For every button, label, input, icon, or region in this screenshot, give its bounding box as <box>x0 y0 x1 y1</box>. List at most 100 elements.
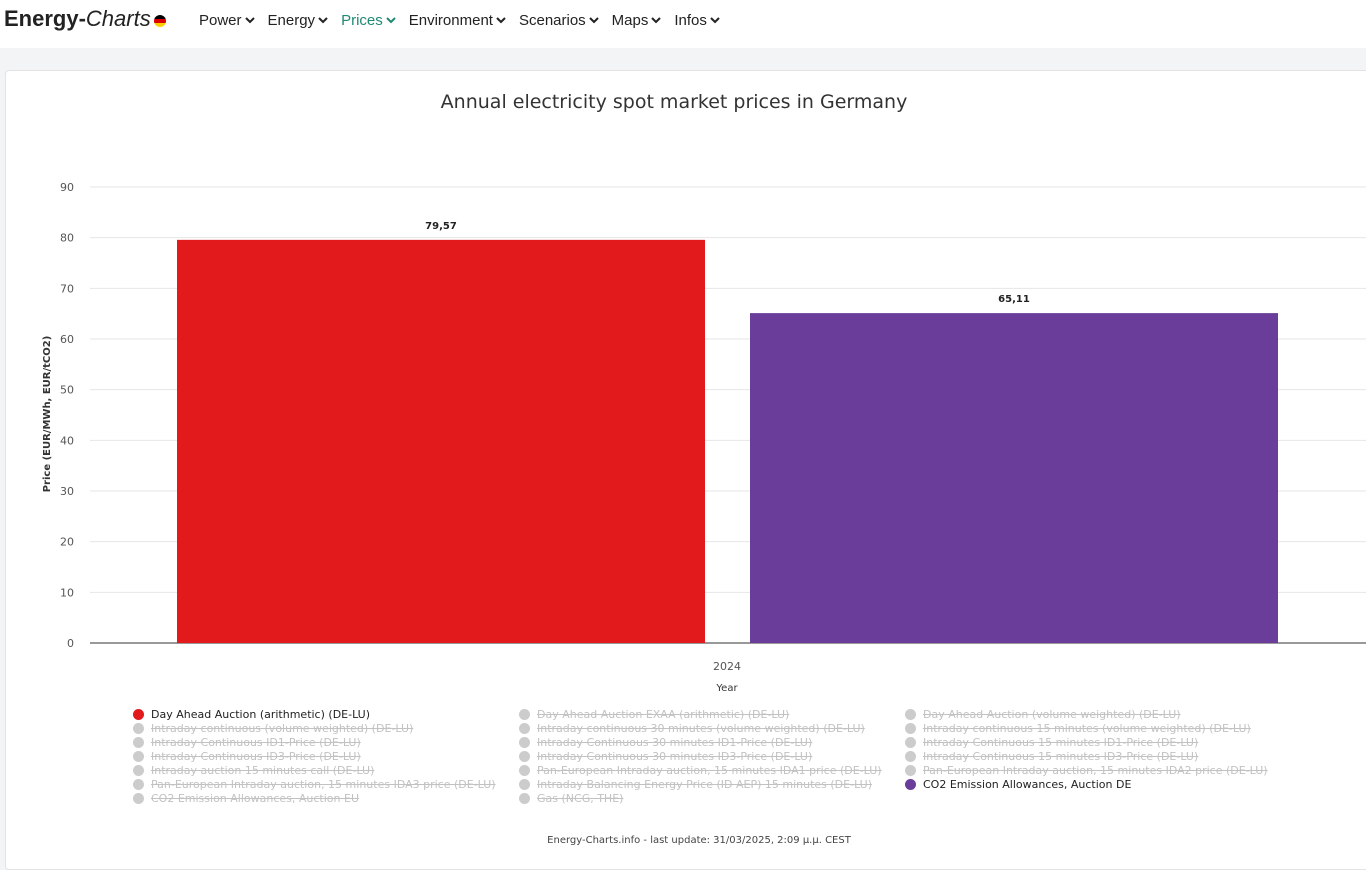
chevron-down-icon <box>244 16 255 23</box>
nav-energy-label: Energy <box>267 11 316 29</box>
bar-chart: 0 10 20 30 40 50 60 70 80 90 79,57 65,11 Price (EU… <box>42 181 1366 694</box>
bar[interactable] <box>750 313 1278 643</box>
legend-label: Intraday Continuous ID3-Price (DE-LU) <box>151 749 361 763</box>
legend-item[interactable]: Day Ahead Auction (arithmetic) (DE-LU) <box>133 707 519 721</box>
legend-label: Day Ahead Auction (volume weighted) (DE-… <box>923 707 1181 721</box>
y-axis-title: Price (EUR/MWh, EUR/tCO2) <box>42 336 53 493</box>
y-tick-label: 20 <box>60 536 74 549</box>
legend-item[interactable]: Intraday Continuous 15 minutes ID1-Price… <box>905 735 1313 749</box>
legend-item[interactable]: Intraday Continuous 15 minutes ID3-Price… <box>905 749 1313 763</box>
bar[interactable] <box>177 239 705 643</box>
y-tick-label: 70 <box>60 282 74 295</box>
legend-item[interactable]: Intraday Balancing Energy Price (ID AEP)… <box>519 777 905 791</box>
legend-dot-icon <box>133 722 144 734</box>
legend-label: Intraday Continuous 30 minutes ID1-Price… <box>537 735 813 749</box>
chart-title: Annual electricity spot market prices in… <box>440 91 908 113</box>
legend-dot-icon <box>905 708 916 720</box>
legend-item[interactable]: Intraday Continuous 30 minutes ID3-Price… <box>519 749 905 763</box>
y-tick-label: 80 <box>60 232 74 245</box>
last-update-footer: Energy-Charts.info - last update: 31/03/… <box>547 835 851 846</box>
legend-item[interactable]: Pan-European Intraday auction, 15 minute… <box>519 763 905 777</box>
logo-text-bold: Energy- <box>4 6 86 31</box>
legend-label: Intraday Continuous 15 minutes ID1-Price… <box>923 735 1199 749</box>
x-axis-title: Year <box>715 683 738 694</box>
legend-label: Intraday continuous (volume weighted) (D… <box>151 721 414 735</box>
nav-infos-label: Infos <box>674 11 707 29</box>
german-flag-icon <box>153 15 166 27</box>
legend-item[interactable]: Intraday Continuous ID3-Price (DE-LU) <box>133 749 519 763</box>
nav-prices-label: Prices <box>341 11 383 29</box>
site-logo[interactable]: Energy- Charts <box>4 6 166 32</box>
legend-label: Pan-European Intraday auction, 15 minute… <box>923 763 1268 777</box>
y-tick-label: 60 <box>60 333 74 346</box>
legend-label: CO2 Emission Allowances, Auction EU <box>151 791 360 805</box>
chevron-down-icon <box>710 16 720 23</box>
legend-item[interactable]: Day Ahead Auction EXAA (arithmetic) (DE-… <box>519 707 905 721</box>
legend-item[interactable]: Intraday continuous 30 minutes (volume w… <box>519 721 905 735</box>
chevron-down-icon <box>386 16 396 23</box>
legend-dot-icon <box>133 778 144 790</box>
y-tick-label: 50 <box>60 384 74 397</box>
legend-item[interactable]: Intraday continuous 15 minutes (volume w… <box>905 721 1313 735</box>
legend-dot-icon <box>905 764 916 776</box>
nav-power-label: Power <box>199 11 242 29</box>
legend-item[interactable]: Day Ahead Auction (volume weighted) (DE-… <box>905 707 1313 721</box>
legend-item[interactable]: Gas (NCG, THE) <box>519 791 905 805</box>
legend-item[interactable]: Intraday Continuous 30 minutes ID1-Price… <box>519 735 905 749</box>
chevron-down-icon <box>318 16 328 23</box>
nav-infos[interactable]: Infos <box>674 12 720 29</box>
legend-label: CO2 Emission Allowances, Auction DE <box>923 777 1132 791</box>
legend-label: Pan-European Intraday auction, 15 minute… <box>151 777 496 791</box>
legend-dot-icon <box>519 778 530 790</box>
main-nav: Power Energy Prices Environment Scenario… <box>199 0 733 40</box>
legend-item[interactable]: CO2 Emission Allowances, Auction DE <box>905 777 1313 791</box>
y-tick-label: 40 <box>60 434 74 447</box>
chart-legend: Day Ahead Auction (arithmetic) (DE-LU) Da… <box>133 707 1313 805</box>
legend-item[interactable]: CO2 Emission Allowances, Auction EU <box>133 791 519 805</box>
legend-item[interactable]: Intraday Continuous ID1-Price (DE-LU) <box>133 735 519 749</box>
y-tick-label: 10 <box>60 586 74 599</box>
nav-environment[interactable]: Environment <box>409 12 506 29</box>
legend-dot-icon <box>519 750 530 762</box>
chevron-down-icon <box>588 16 599 23</box>
legend-dot-icon <box>133 792 144 804</box>
legend-dot-icon <box>519 722 530 734</box>
nav-scenarios[interactable]: Scenarios <box>519 12 599 29</box>
chevron-down-icon <box>496 16 506 23</box>
navbar: Energy- Charts Power Energy Prices Envir… <box>0 0 1366 48</box>
x-tick-label: 2024 <box>713 660 741 673</box>
nav-maps[interactable]: Maps <box>612 12 662 29</box>
nav-maps-label: Maps <box>611 11 649 29</box>
legend-item[interactable]: Pan-European Intraday auction, 15 minute… <box>905 763 1313 777</box>
legend-label: Gas (NCG, THE) <box>537 791 624 805</box>
legend-dot-icon <box>905 750 916 762</box>
legend-item[interactable]: Intraday auction 15 minutes call (DE-LU) <box>133 763 519 777</box>
legend-dot-icon <box>905 778 916 790</box>
legend-dot-icon <box>133 708 144 720</box>
nav-energy[interactable]: Energy <box>268 12 329 29</box>
nav-scenarios-label: Scenarios <box>518 11 586 29</box>
legend-label: Day Ahead Auction (arithmetic) (DE-LU) <box>151 707 371 721</box>
bar-data-label: 65,11 <box>998 294 1030 305</box>
y-tick-label: 30 <box>60 485 74 498</box>
nav-prices[interactable]: Prices <box>341 12 396 29</box>
legend-label: Intraday Continuous 30 minutes ID3-Price… <box>537 749 813 763</box>
legend-dot-icon <box>519 764 530 776</box>
nav-environment-label: Environment <box>408 11 493 29</box>
legend-label: Intraday Balancing Energy Price (ID AEP)… <box>537 777 872 791</box>
legend-dot-icon <box>905 722 916 734</box>
legend-label: Intraday Continuous 15 minutes ID3-Price… <box>923 749 1199 763</box>
legend-dot-icon <box>519 792 530 804</box>
nav-power[interactable]: Power <box>199 12 255 29</box>
y-tick-label: 0 <box>67 637 74 650</box>
legend-dot-icon <box>519 708 530 720</box>
legend-label: Intraday continuous 30 minutes (volume w… <box>537 721 865 735</box>
legend-label: Pan-European Intraday auction, 15 minute… <box>537 763 882 777</box>
bar-data-label: 79,57 <box>425 221 457 232</box>
legend-dot-icon <box>133 750 144 762</box>
legend-item[interactable]: Pan-European Intraday auction, 15 minute… <box>133 777 519 791</box>
legend-label: Day Ahead Auction EXAA (arithmetic) (DE-… <box>537 707 790 721</box>
legend-label: Intraday Continuous ID1-Price (DE-LU) <box>151 735 361 749</box>
legend-dot-icon <box>519 736 530 748</box>
legend-item[interactable]: Intraday continuous (volume weighted) (D… <box>133 721 519 735</box>
